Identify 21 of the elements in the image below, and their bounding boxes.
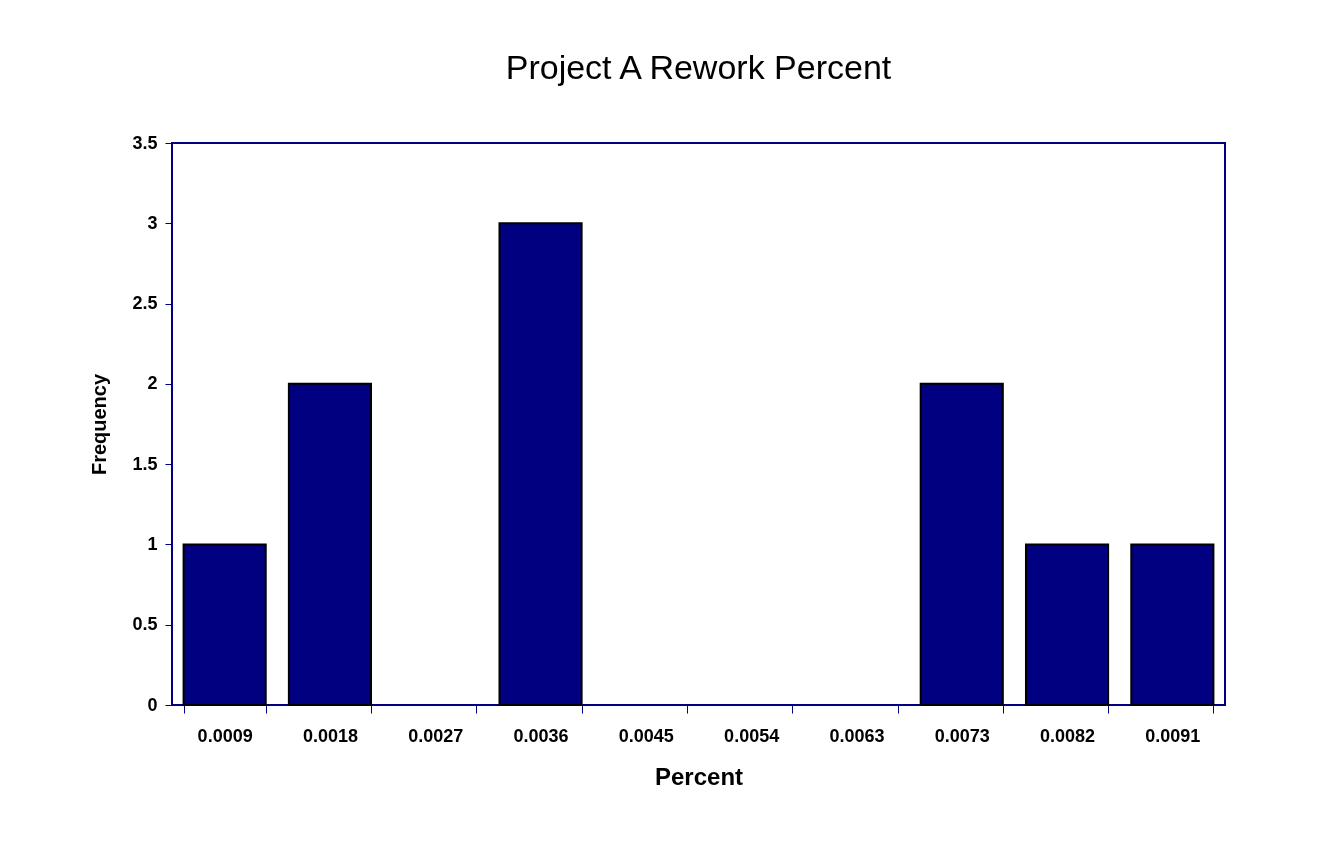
x-tick-label: 0.0018 [302, 725, 358, 746]
x-axis-title: Percent [654, 762, 744, 790]
y-tick-label: 2 [147, 373, 158, 394]
y-tick-label: 0 [147, 694, 158, 715]
x-tick-label: 0.0073 [934, 725, 990, 746]
y-tick-label: 1 [147, 533, 158, 554]
y-tick-label: 3.5 [132, 132, 158, 153]
y-axis-title: Frequency [88, 373, 111, 476]
chart-title: Project A Rework Percent [505, 48, 892, 86]
y-tick-label: 3 [147, 212, 158, 233]
x-tick-label: 0.0054 [724, 725, 780, 746]
x-tick-label: 0.0063 [829, 725, 885, 746]
y-tick-label: 0.5 [132, 614, 158, 635]
x-tick-label: 0.0009 [197, 725, 253, 746]
x-tick-label: 0.0036 [513, 725, 569, 746]
x-tick-label: 0.0027 [408, 725, 464, 746]
y-tick-label: 2.5 [132, 293, 158, 314]
y-tick-label: 1.5 [132, 453, 158, 474]
x-tick-label: 0.0045 [618, 725, 674, 746]
x-tick-label: 0.0082 [1040, 725, 1096, 746]
x-tick-label: 0.0091 [1145, 725, 1201, 746]
